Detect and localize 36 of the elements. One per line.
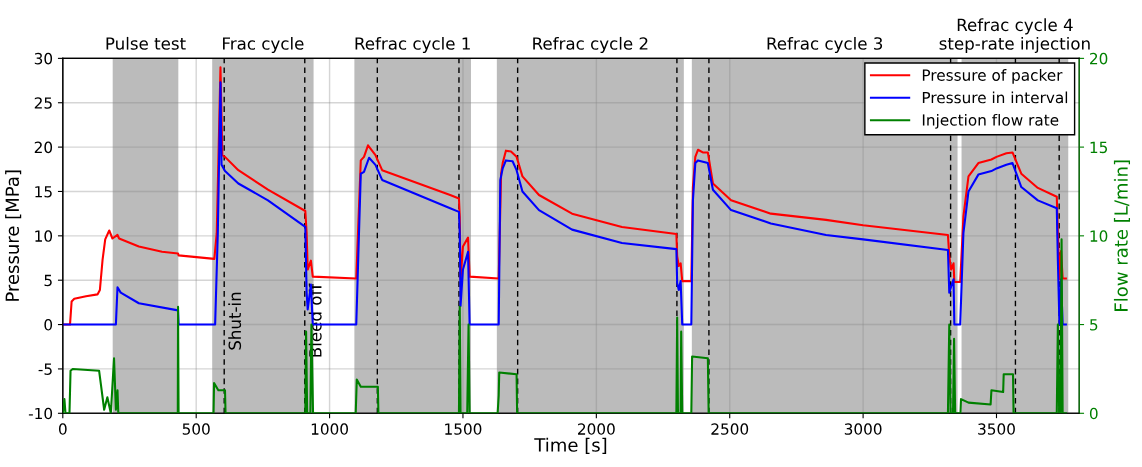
x-axis-title: Time [s]	[534, 437, 607, 454]
x-tick-label: 1000	[311, 423, 348, 435]
y-tick-label: 25	[34, 97, 52, 109]
y-tick-label: 10	[35, 230, 53, 242]
y-axis-title: Pressure [MPa]	[5, 170, 22, 301]
band-label: Refrac cycle 1	[355, 36, 470, 54]
x-tick-label: 500	[182, 423, 210, 435]
x-tick-label: 2500	[711, 423, 749, 435]
legend-label: Pressure in interval	[922, 91, 1068, 104]
y-tick-label: 5	[44, 274, 52, 287]
y-tick-label: 30	[34, 52, 53, 65]
y-tick-label: -5	[38, 363, 52, 375]
y2-tick-label: 5	[1090, 319, 1098, 331]
band-label: Refrac cycle 4 step-rate injection	[939, 18, 1090, 54]
y2-tick-label: 10	[1090, 230, 1108, 242]
band-label: Frac cycle	[223, 36, 304, 54]
legend-label: Injection flow rate	[922, 113, 1059, 129]
x-tick-label: 2000	[578, 423, 615, 435]
x-tick-label: 0	[58, 423, 67, 435]
y-tick-label: 20	[34, 141, 53, 154]
x-tick-label: 3000	[844, 423, 882, 435]
x-tick-label: 3500	[978, 423, 1015, 435]
band-label: Pulse test	[106, 36, 186, 50]
legend-label: Pressure of packer	[922, 69, 1063, 84]
y2-tick-label: 0	[1089, 407, 1098, 420]
band-label: Refrac cycle 3	[767, 36, 883, 54]
y2-tick-label: 20	[1090, 52, 1108, 65]
y2-axis-title: Flow rate [L/min]	[1113, 160, 1131, 311]
band-label: Refrac cycle 2	[533, 36, 648, 54]
y2-tick-label: 15	[1090, 141, 1108, 154]
y-tick-label: 15	[35, 186, 52, 198]
y-tick-label: 0	[44, 319, 53, 331]
line-series	[62, 238, 1067, 414]
x-tick-label: 1500	[445, 423, 482, 435]
y-tick-label: -10	[28, 407, 53, 420]
ref-line-label: Shut-in	[228, 292, 242, 350]
